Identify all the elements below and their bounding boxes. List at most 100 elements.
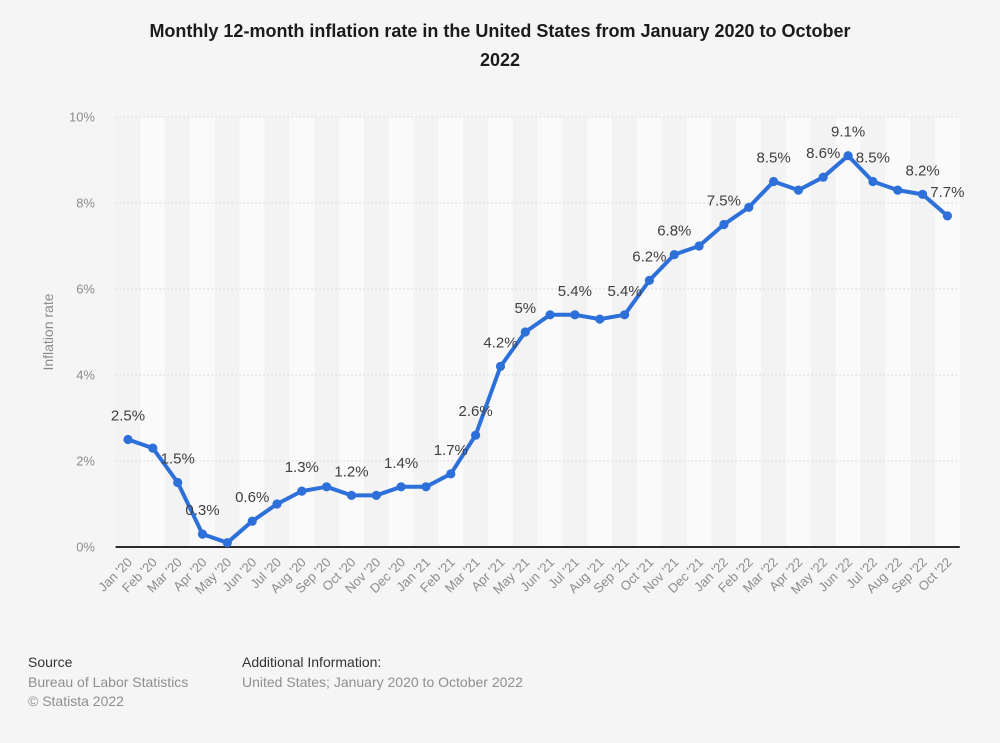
plot-band — [935, 117, 960, 547]
series-line — [126, 153, 950, 545]
plot-band — [711, 117, 737, 547]
data-point-label: 2.5% — [111, 408, 145, 425]
data-point — [148, 443, 158, 453]
data-point — [446, 469, 456, 479]
plot-band — [190, 117, 215, 547]
data-point — [346, 490, 357, 500]
data-point-label: 2.6% — [458, 403, 492, 420]
data-point — [942, 211, 953, 221]
chart-title-line2: 2022 — [479, 50, 521, 70]
y-tick-label: 8% — [76, 196, 95, 211]
data-point — [620, 310, 630, 320]
plot-band — [140, 117, 166, 547]
data-point-label: 1.2% — [334, 463, 368, 480]
data-point — [272, 499, 282, 509]
data-point — [570, 310, 580, 320]
plot-band — [786, 117, 811, 547]
data-point — [669, 250, 679, 260]
plot-band — [413, 117, 439, 547]
plot-band — [810, 117, 836, 547]
data-point-label: 5.4% — [607, 283, 641, 300]
y-axis-title: Inflation rate — [40, 293, 56, 370]
plot-band — [388, 117, 414, 547]
plot-band — [637, 117, 662, 547]
plot-band — [115, 117, 141, 547]
data-point-label: 8.6% — [806, 145, 840, 162]
data-point — [247, 516, 257, 526]
plot-band — [314, 117, 340, 547]
data-point-label: 0.3% — [185, 502, 219, 519]
statista-copyright: © Statista 2022 — [28, 693, 124, 709]
data-point — [123, 434, 133, 445]
data-point — [793, 185, 804, 195]
data-point — [694, 241, 704, 251]
data-point-label: 8.5% — [756, 150, 790, 167]
data-point — [868, 176, 878, 187]
data-point — [644, 275, 655, 285]
data-point-label: 8.5% — [856, 150, 890, 167]
chart-title: Monthly 12-month inflation rate in the U… — [0, 17, 1000, 75]
data-point-label: 6.8% — [657, 223, 691, 240]
y-axis-labels: 0% 2% 4% 6% 8% 10% — [69, 110, 95, 555]
plot-band — [363, 117, 389, 547]
data-point-label: 7.7% — [930, 184, 964, 201]
data-point — [222, 538, 232, 548]
data-point — [471, 430, 481, 440]
data-point — [396, 482, 406, 492]
data-point — [769, 176, 779, 187]
plot-band — [165, 117, 191, 547]
plot-band — [488, 117, 513, 547]
data-point — [744, 202, 754, 212]
data-point-label: 8.2% — [905, 162, 939, 179]
chart-title-line1: Monthly 12-month inflation rate in the U… — [149, 21, 851, 41]
data-point — [818, 172, 828, 182]
source-block: Source Bureau of Labor Statistics © Stat… — [28, 653, 188, 712]
data-point — [918, 189, 928, 199]
data-point-label: 0.6% — [235, 489, 269, 506]
source-label: Source — [28, 654, 73, 670]
y-tick-label: 10% — [69, 110, 95, 125]
data-point — [595, 314, 605, 324]
data-point — [893, 185, 903, 195]
plot-band — [463, 117, 489, 547]
plot-band — [661, 117, 687, 547]
plot-band — [339, 117, 364, 547]
data-point — [322, 482, 332, 492]
data-point — [495, 361, 506, 371]
plot-band — [587, 117, 613, 547]
plot-band — [910, 117, 935, 547]
additional-info-label: Additional Information: — [242, 654, 382, 670]
gridlines — [115, 116, 960, 462]
data-point-label: 1.3% — [285, 459, 319, 476]
plot-band — [612, 117, 638, 547]
plot-band — [239, 117, 265, 547]
data-point — [421, 482, 431, 492]
plot-band — [537, 117, 563, 547]
plot-band — [562, 117, 588, 547]
data-points — [123, 151, 953, 548]
data-point-label: 1.5% — [161, 451, 195, 468]
data-point — [173, 477, 183, 488]
y-tick-label: 4% — [76, 368, 95, 383]
data-point — [545, 310, 555, 320]
plot-band — [860, 117, 886, 547]
plot-band — [686, 117, 712, 547]
data-point-labels: 2.5% 1.5% 0.3% 0.6% 1.3% 1.2% 1.4% 1.7% 2.6% 4.2%… — [111, 124, 965, 519]
data-point-label: 6.2% — [632, 248, 666, 265]
plot-band — [214, 117, 240, 547]
plot-band — [885, 117, 911, 547]
data-point — [719, 219, 729, 230]
plot-band — [438, 117, 464, 547]
data-point — [843, 151, 853, 161]
data-point-label: 1.4% — [384, 455, 418, 472]
data-point-label: 1.7% — [434, 442, 468, 459]
data-point-label: 7.5% — [707, 193, 741, 210]
data-point-label: 9.1% — [831, 124, 865, 141]
plot-band — [289, 117, 315, 547]
plot-bands — [115, 117, 960, 547]
plot-band — [264, 117, 290, 547]
data-point — [520, 327, 530, 337]
